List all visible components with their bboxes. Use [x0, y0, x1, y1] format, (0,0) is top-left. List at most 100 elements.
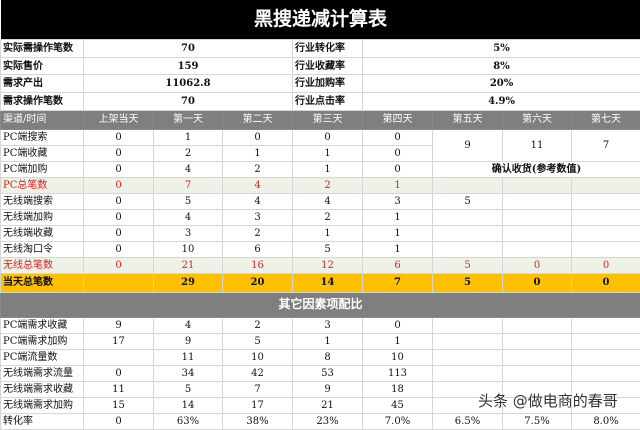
info-value[interactable]: 4.9%: [363, 93, 640, 111]
cell[interactable]: 0: [84, 365, 154, 381]
cell[interactable]: 5: [293, 241, 363, 257]
cell[interactable]: 10: [363, 349, 433, 365]
cell[interactable]: 4: [154, 317, 223, 333]
cell[interactable]: [503, 349, 572, 365]
cell[interactable]: 0: [84, 129, 154, 145]
cell[interactable]: [433, 209, 503, 225]
cell[interactable]: 20: [223, 273, 293, 292]
column-header[interactable]: 上架当天: [84, 110, 154, 129]
cell[interactable]: 1: [363, 333, 433, 349]
cell[interactable]: 0: [84, 225, 154, 241]
cell[interactable]: 0: [572, 257, 640, 273]
cell[interactable]: 0: [84, 177, 154, 193]
cell[interactable]: [572, 333, 640, 349]
cell[interactable]: 0: [363, 317, 433, 333]
cell[interactable]: 53: [293, 365, 363, 381]
cell[interactable]: 1: [363, 225, 433, 241]
column-header[interactable]: 渠道/时间: [1, 110, 84, 129]
info-value[interactable]: 70: [84, 93, 293, 111]
row-label[interactable]: PC端需求收藏: [1, 317, 84, 333]
cell[interactable]: 14: [293, 273, 363, 292]
cell[interactable]: 9: [293, 381, 363, 397]
cell[interactable]: 15: [84, 397, 154, 413]
cell[interactable]: 2: [293, 209, 363, 225]
row-label[interactable]: 转化率: [1, 413, 84, 429]
cell[interactable]: 45: [363, 397, 433, 413]
cell[interactable]: 9: [154, 333, 223, 349]
cell[interactable]: 0: [223, 129, 293, 145]
row-label[interactable]: 当天总笔数: [1, 273, 84, 292]
cell[interactable]: 11: [84, 381, 154, 397]
column-header[interactable]: 第二天: [223, 110, 293, 129]
row-label[interactable]: PC端搜索: [1, 129, 84, 145]
cell[interactable]: [572, 317, 640, 333]
column-header[interactable]: 第五天: [433, 110, 503, 129]
cell[interactable]: [572, 241, 640, 257]
cell[interactable]: [503, 317, 572, 333]
cell[interactable]: 0: [84, 413, 154, 429]
cell[interactable]: 11: [154, 349, 223, 365]
row-label[interactable]: 无线端需求加购: [1, 397, 84, 413]
cell[interactable]: [433, 349, 503, 365]
cell[interactable]: 7.0%: [363, 413, 433, 429]
cell[interactable]: 113: [363, 365, 433, 381]
cell[interactable]: 3: [293, 317, 363, 333]
cell[interactable]: 1: [363, 177, 433, 193]
row-label[interactable]: 无线淘口令: [1, 241, 84, 257]
cell[interactable]: 3: [363, 193, 433, 209]
cell[interactable]: 10: [223, 349, 293, 365]
cell[interactable]: 21: [154, 257, 223, 273]
cell[interactable]: 6.5%: [433, 413, 503, 429]
cell[interactable]: 1: [363, 241, 433, 257]
cell[interactable]: 5: [154, 193, 223, 209]
cell[interactable]: 2: [293, 177, 363, 193]
cell[interactable]: [572, 209, 640, 225]
cell[interactable]: [433, 241, 503, 257]
ref-value[interactable]: 7: [572, 129, 640, 161]
cell[interactable]: 6: [363, 257, 433, 273]
cell[interactable]: [433, 317, 503, 333]
row-label[interactable]: 无线端加购: [1, 209, 84, 225]
cell[interactable]: 17: [223, 397, 293, 413]
cell[interactable]: 18: [363, 381, 433, 397]
cell[interactable]: 4: [223, 193, 293, 209]
cell[interactable]: 5: [433, 257, 503, 273]
info-value[interactable]: 159: [84, 57, 293, 75]
cell[interactable]: 7: [223, 381, 293, 397]
info-label[interactable]: 行业转化率: [293, 40, 363, 58]
cell[interactable]: 8.0%: [572, 413, 640, 429]
cell[interactable]: [503, 193, 572, 209]
cell[interactable]: 3: [154, 225, 223, 241]
info-value[interactable]: 20%: [363, 75, 640, 93]
cell[interactable]: 4: [293, 193, 363, 209]
row-label[interactable]: PC端加购: [1, 161, 84, 177]
cell[interactable]: [572, 365, 640, 381]
column-header[interactable]: 第四天: [363, 110, 433, 129]
info-label[interactable]: 需求产出: [1, 75, 84, 93]
cell[interactable]: [503, 333, 572, 349]
cell[interactable]: [433, 333, 503, 349]
cell[interactable]: 2: [154, 145, 223, 161]
cell[interactable]: [503, 177, 572, 193]
ref-value[interactable]: 11: [503, 129, 572, 161]
info-label[interactable]: 行业点击率: [293, 93, 363, 111]
cell[interactable]: 34: [154, 365, 223, 381]
cell[interactable]: 0: [363, 129, 433, 145]
cell[interactable]: 1: [293, 145, 363, 161]
cell[interactable]: [433, 177, 503, 193]
cell[interactable]: 0: [84, 209, 154, 225]
cell[interactable]: [84, 273, 154, 292]
cell[interactable]: 23%: [293, 413, 363, 429]
cell[interactable]: 14: [154, 397, 223, 413]
cell[interactable]: 5: [154, 381, 223, 397]
cell[interactable]: 1: [293, 333, 363, 349]
row-label[interactable]: PC总笔数: [1, 177, 84, 193]
cell[interactable]: [433, 365, 503, 381]
info-label[interactable]: 行业收藏率: [293, 57, 363, 75]
cell[interactable]: 0: [84, 193, 154, 209]
cell[interactable]: 12: [293, 257, 363, 273]
cell[interactable]: 2: [223, 225, 293, 241]
cell[interactable]: 1: [154, 129, 223, 145]
cell[interactable]: [503, 365, 572, 381]
cell[interactable]: 7.5%: [503, 413, 572, 429]
